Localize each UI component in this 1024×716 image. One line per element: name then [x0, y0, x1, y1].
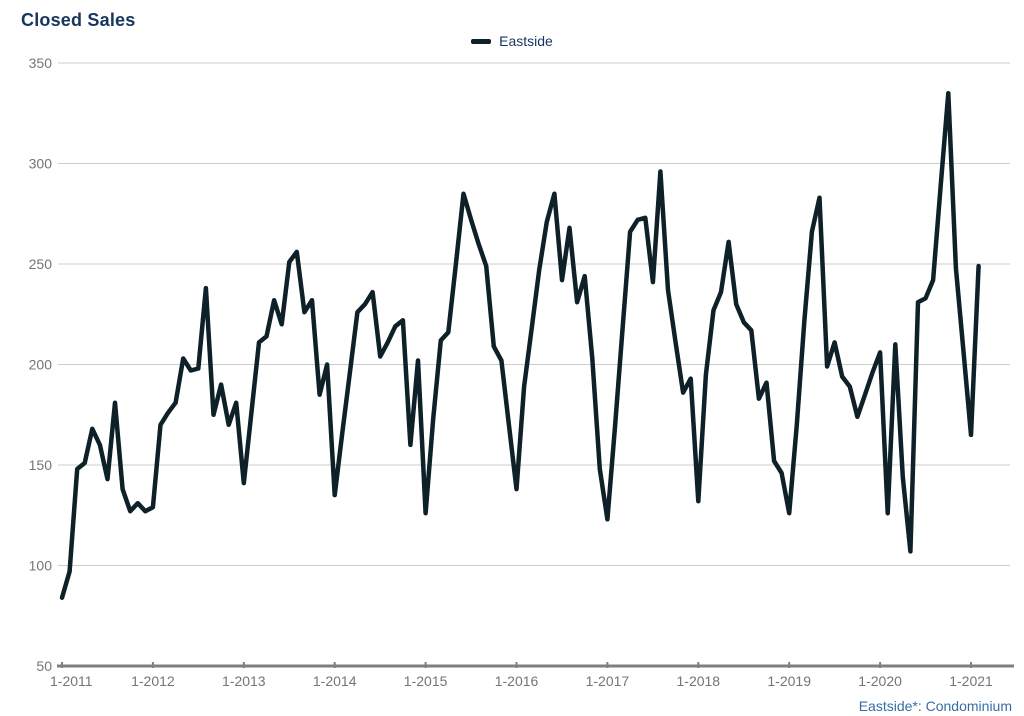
y-tick-label-100: 100: [29, 558, 53, 574]
x-tick-label-1-2014: 1-2014: [313, 673, 357, 689]
eastside-series-line: [59, 90, 981, 600]
y-tick-label-350: 350: [29, 55, 53, 71]
y-tick-label-200: 200: [29, 357, 53, 373]
x-tick-label-1-2011: 1-2011: [50, 673, 93, 689]
y-tick-label-300: 300: [29, 156, 53, 172]
x-tick-label-1-2013: 1-2013: [222, 673, 266, 689]
x-tick-label-1-2020: 1-2020: [858, 673, 902, 689]
x-tick-label-1-2017: 1-2017: [586, 673, 630, 689]
x-tick-label-1-2019: 1-2019: [767, 673, 811, 689]
x-tick-label-1-2015: 1-2015: [404, 673, 448, 689]
y-tick-label-250: 250: [29, 256, 53, 272]
x-tick-label-1-2021: 1-2021: [949, 673, 993, 689]
x-tick-label-1-2016: 1-2016: [495, 673, 539, 689]
legend-series-label: Eastside: [499, 33, 553, 49]
chart-legend: Eastside: [0, 33, 1024, 49]
x-tick-label-1-2012: 1-2012: [131, 673, 175, 689]
x-tick-label-1-2018: 1-2018: [677, 673, 721, 689]
legend-line-swatch-icon: [471, 38, 492, 44]
page-title: Closed Sales: [21, 10, 136, 30]
y-tick-label-50: 50: [36, 658, 52, 674]
chart-footnote: Eastside*: Condominium: [858, 698, 1012, 714]
y-tick-label-150: 150: [29, 457, 53, 473]
